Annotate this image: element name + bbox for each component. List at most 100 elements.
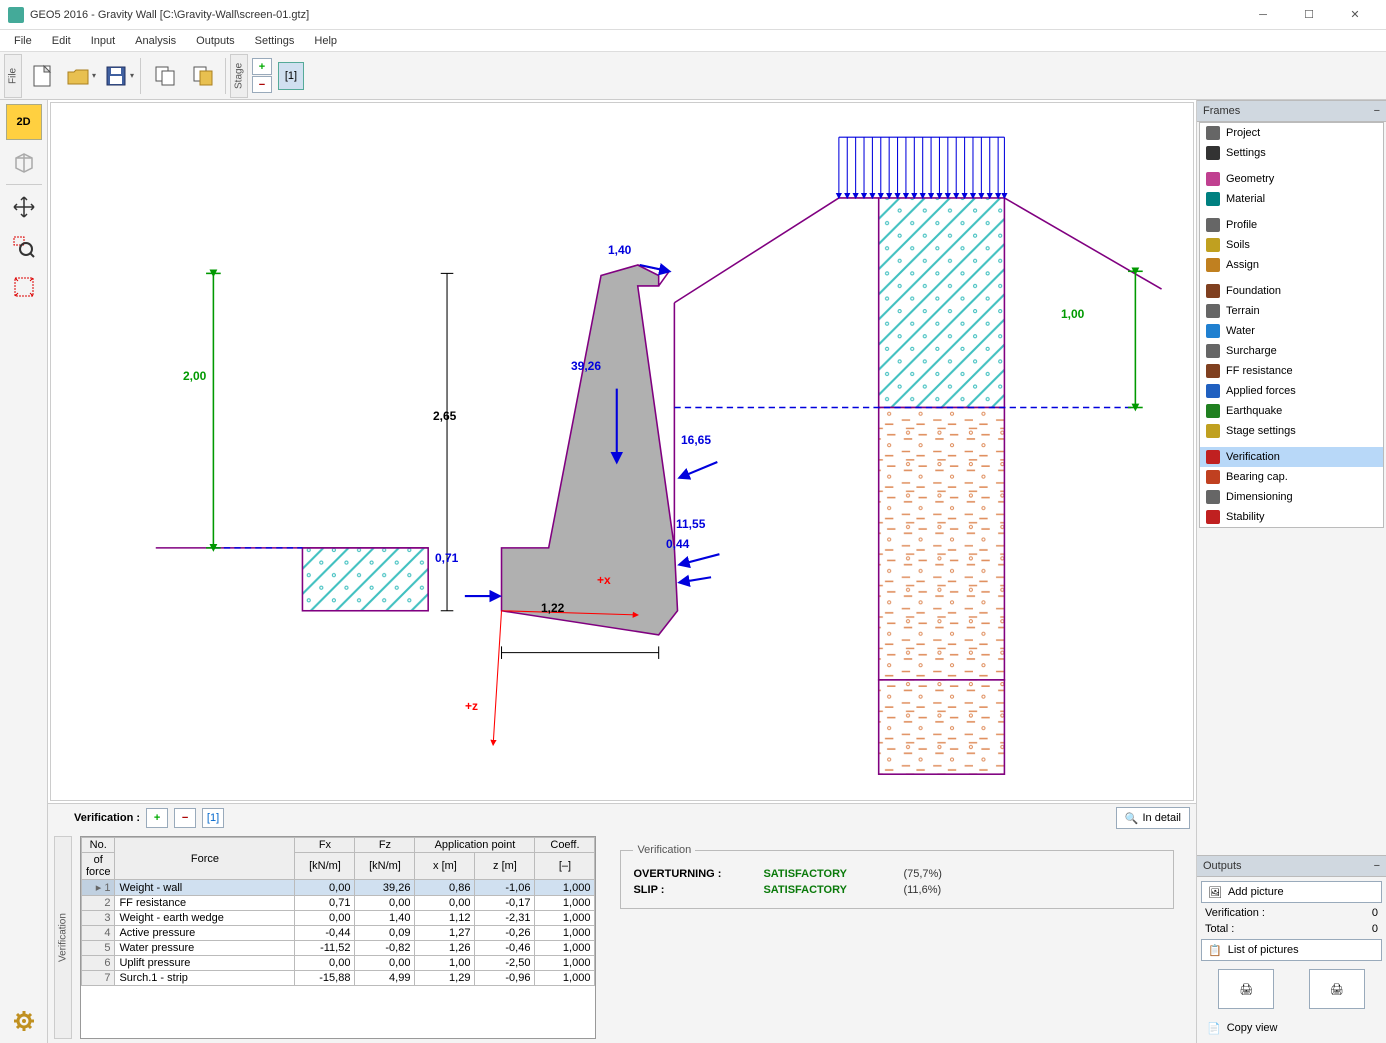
frame-item-label: Verification [1226,451,1280,463]
frame-item-foundation[interactable]: Foundation [1200,281,1383,301]
settings-icon [1206,146,1220,160]
view-2d-button[interactable]: 2D [6,104,42,140]
table-row[interactable]: ▸ 1Weight - wall0,0039,260,86-1,061,000 [82,880,595,896]
dim-100: 1,00 [1061,307,1084,321]
slip-pct: (11,6%) [903,884,941,896]
toolbar-file-tab[interactable]: File [4,54,22,98]
slip-label: SLIP : [633,884,743,896]
terrain-icon [1206,304,1220,318]
stage-1-button[interactable]: [1] [278,62,304,90]
close-button[interactable]: ✕ [1332,0,1378,30]
print-button-2[interactable]: 🖨 [1309,969,1365,1009]
table-row[interactable]: 6Uplift pressure0,000,001,00-2,501,000 [82,956,595,971]
toolbar: File ▾ ▾ Stage + − [1] [0,52,1386,100]
stage-add-button[interactable]: + [252,58,272,75]
frame-item-settings[interactable]: Settings [1200,143,1383,163]
frame-item-ff-resistance[interactable]: FF resistance [1200,361,1383,381]
table-row[interactable]: 5Water pressure-11,52-0,821,26-0,461,000 [82,941,595,956]
verification-add-button[interactable]: + [146,808,168,828]
frame-item-material[interactable]: Material [1200,189,1383,209]
force-140: 1,40 [608,243,631,257]
frame-item-water[interactable]: Water [1200,321,1383,341]
frame-item-surcharge[interactable]: Surcharge [1200,341,1383,361]
profile-icon [1206,218,1220,232]
geometry-icon [1206,172,1220,186]
bearing-cap--icon [1206,470,1220,484]
frame-item-project[interactable]: Project [1200,123,1383,143]
menu-outputs[interactable]: Outputs [186,33,245,49]
diagram-canvas[interactable]: 2,00 2,65 0,71 1,22 1,00 39,26 1,40 16,6… [50,102,1194,801]
table-row[interactable]: 7Surch.1 - strip-15,884,991,29-0,961,000 [82,971,595,986]
frame-item-soils[interactable]: Soils [1200,235,1383,255]
total-count-label: Total : [1205,923,1234,935]
maximize-button[interactable]: ☐ [1286,0,1332,30]
frame-item-label: Project [1226,127,1260,139]
pan-button[interactable] [6,189,42,225]
settings-gear-button[interactable] [6,1003,42,1039]
menu-edit[interactable]: Edit [42,33,81,49]
zoom-button[interactable] [6,229,42,265]
frame-item-label: Earthquake [1226,405,1282,417]
fit-button[interactable] [6,269,42,305]
axis-x: +x [597,573,611,587]
table-row[interactable]: 3Weight - earth wedge0,001,401,12-2,311,… [82,911,595,926]
frame-item-assign[interactable]: Assign [1200,255,1383,275]
frame-item-terrain[interactable]: Terrain [1200,301,1383,321]
open-file-button[interactable]: ▾ [62,58,98,94]
view-3d-button[interactable] [6,144,42,180]
minimize-button[interactable]: ─ [1240,0,1286,30]
verification-count: 0 [1372,907,1378,919]
forces-table[interactable]: No. Force Fx Fz Application point Coeff.… [80,836,596,1039]
dim-122: 1,22 [541,601,564,615]
new-file-button[interactable] [24,58,60,94]
frame-item-label: Profile [1226,219,1257,231]
dim-200: 2,00 [183,369,206,383]
frame-item-earthquake[interactable]: Earthquake [1200,401,1383,421]
list-icon: 📋 [1208,944,1222,957]
save-file-button[interactable]: ▾ [100,58,136,94]
total-count: 0 [1372,923,1378,935]
frame-item-label: Dimensioning [1226,491,1293,503]
foundation-icon [1206,284,1220,298]
copy-button[interactable] [147,58,183,94]
print-button-1[interactable]: 🖨 [1218,969,1274,1009]
verification-remove-button[interactable]: − [174,808,196,828]
verification-summary: Verification OVERTURNING : SATISFACTORY … [604,836,1190,1039]
verification-icon [1206,450,1220,464]
frame-item-geometry[interactable]: Geometry [1200,169,1383,189]
frame-item-bearing-cap-[interactable]: Bearing cap. [1200,467,1383,487]
frame-item-stability[interactable]: Stability [1200,507,1383,527]
frame-item-dimensioning[interactable]: Dimensioning [1200,487,1383,507]
menu-analysis[interactable]: Analysis [125,33,186,49]
copy-view-button[interactable]: 📄Copy view [1201,1017,1382,1039]
app-icon [8,7,24,23]
frame-item-profile[interactable]: Profile [1200,215,1383,235]
in-detail-button[interactable]: 🔍In detail [1116,807,1190,829]
menu-input[interactable]: Input [81,33,125,49]
toolbar-stage-tab[interactable]: Stage [230,54,248,98]
frame-item-applied-forces[interactable]: Applied forces [1200,381,1383,401]
frame-item-label: Assign [1226,259,1259,271]
force-1155: 11,55 [676,517,705,531]
outputs-header[interactable]: Outputs− [1197,855,1386,877]
frame-item-label: Material [1226,193,1265,205]
menu-help[interactable]: Help [304,33,347,49]
slip-value: SATISFACTORY [763,884,883,896]
menu-settings[interactable]: Settings [245,33,305,49]
add-picture-icon: 🖼 [1208,886,1222,899]
add-picture-button[interactable]: 🖼Add picture [1201,881,1382,903]
stage-remove-button[interactable]: − [252,76,272,93]
table-row[interactable]: 2FF resistance0,710,000,00-0,171,000 [82,896,595,911]
frame-item-stage-settings[interactable]: Stage settings [1200,421,1383,441]
window-title: GEO5 2016 - Gravity Wall [C:\Gravity-Wal… [30,9,1240,21]
stage-settings-icon [1206,424,1220,438]
paste-button[interactable] [185,58,221,94]
menu-file[interactable]: File [4,33,42,49]
table-row[interactable]: 4Active pressure-0,440,091,27-0,261,000 [82,926,595,941]
list-pictures-button[interactable]: 📋List of pictures [1201,939,1382,961]
verification-stage-button[interactable]: [1] [202,808,224,828]
frame-item-label: Geometry [1226,173,1274,185]
frame-item-verification[interactable]: Verification [1200,447,1383,467]
frames-header[interactable]: Frames− [1197,100,1386,122]
verification-side-tab[interactable]: Verification [54,836,72,1039]
